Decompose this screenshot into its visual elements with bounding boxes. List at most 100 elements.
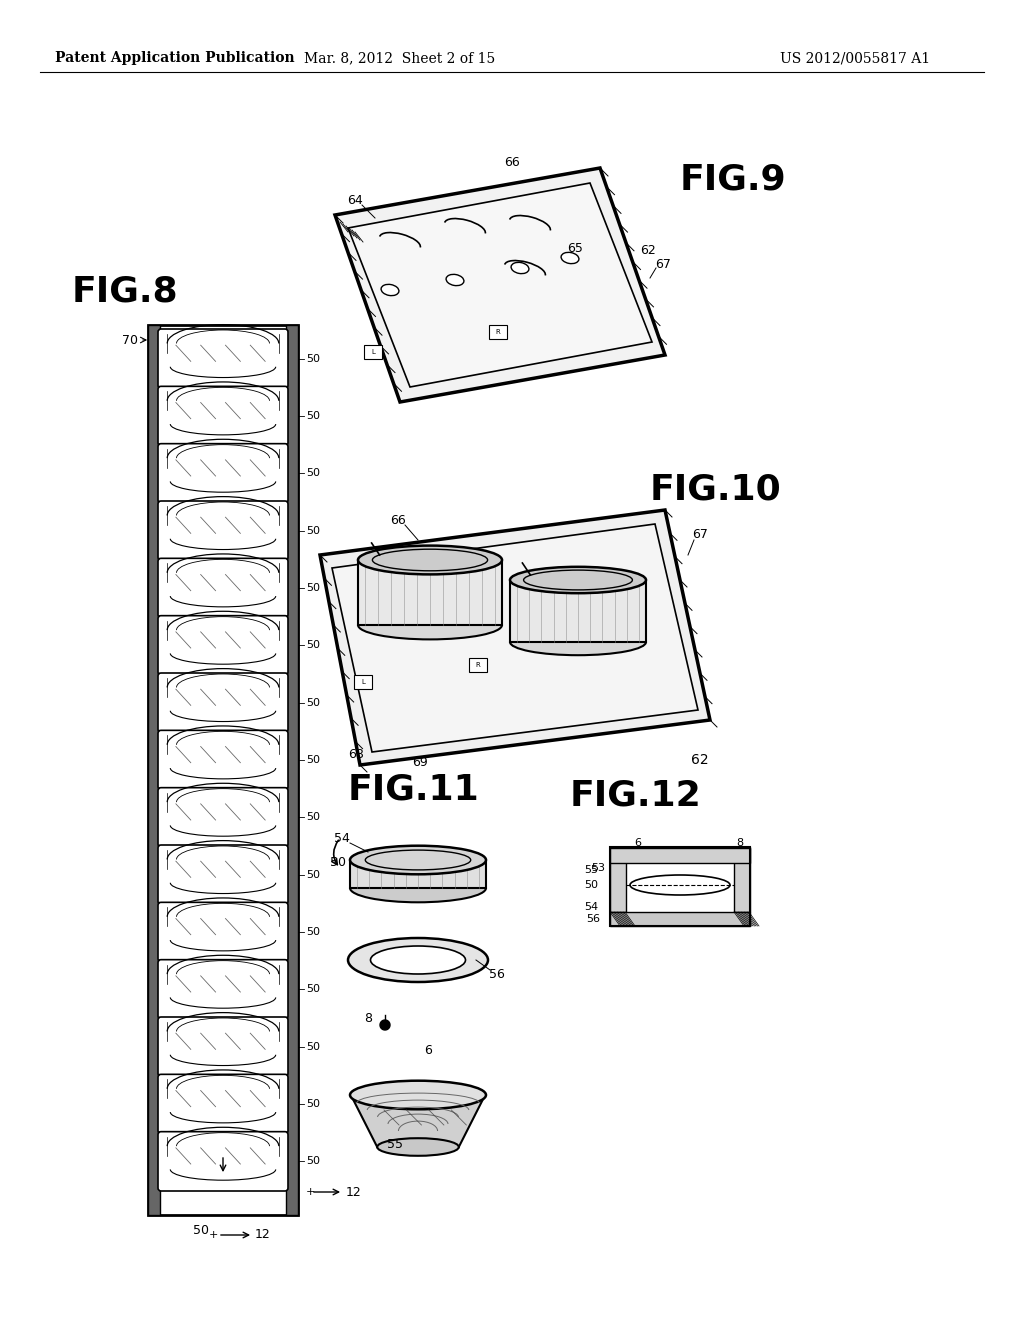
Text: 56: 56 — [586, 913, 600, 924]
Bar — [286, 325, 298, 1214]
Ellipse shape — [350, 874, 486, 903]
FancyBboxPatch shape — [158, 730, 288, 789]
Text: 50: 50 — [306, 927, 319, 937]
FancyBboxPatch shape — [158, 845, 288, 904]
FancyBboxPatch shape — [158, 1016, 288, 1076]
Ellipse shape — [348, 939, 488, 982]
Text: R: R — [496, 329, 501, 335]
Text: 50: 50 — [306, 640, 319, 651]
Text: FIG.9: FIG.9 — [680, 162, 786, 197]
Polygon shape — [358, 560, 502, 624]
Text: +: + — [208, 1230, 218, 1239]
FancyBboxPatch shape — [489, 325, 507, 339]
FancyBboxPatch shape — [158, 615, 288, 675]
Text: 50: 50 — [306, 1041, 319, 1052]
Bar — [148, 325, 298, 1214]
Text: 50: 50 — [306, 812, 319, 822]
Text: 66: 66 — [390, 513, 406, 527]
Text: FIG.11: FIG.11 — [348, 774, 480, 807]
Text: 50: 50 — [306, 354, 319, 364]
FancyBboxPatch shape — [158, 387, 288, 446]
Bar — [610, 847, 750, 863]
Text: 55: 55 — [584, 865, 598, 875]
Text: US 2012/0055817 A1: US 2012/0055817 A1 — [780, 51, 930, 65]
Text: 54: 54 — [584, 902, 598, 912]
Ellipse shape — [350, 846, 486, 874]
Text: FIG.8: FIG.8 — [72, 275, 178, 309]
FancyBboxPatch shape — [469, 657, 487, 672]
Text: L: L — [361, 678, 365, 685]
Text: 50: 50 — [306, 870, 319, 879]
Ellipse shape — [561, 252, 579, 264]
Polygon shape — [510, 579, 646, 642]
FancyBboxPatch shape — [158, 502, 288, 560]
Ellipse shape — [350, 1081, 486, 1109]
Polygon shape — [319, 510, 710, 766]
FancyBboxPatch shape — [158, 444, 288, 503]
Ellipse shape — [381, 284, 399, 296]
Ellipse shape — [377, 1138, 459, 1156]
Text: 67: 67 — [692, 528, 708, 541]
Text: 50: 50 — [306, 469, 319, 478]
Text: 8: 8 — [736, 838, 743, 847]
Text: 69: 69 — [412, 755, 428, 768]
FancyBboxPatch shape — [158, 903, 288, 962]
Ellipse shape — [630, 875, 730, 895]
Text: 65: 65 — [567, 242, 583, 255]
Ellipse shape — [446, 275, 464, 285]
Ellipse shape — [358, 545, 502, 574]
Text: 50: 50 — [306, 411, 319, 421]
Text: 50: 50 — [193, 1224, 209, 1237]
Text: 54: 54 — [334, 832, 350, 845]
Ellipse shape — [511, 263, 529, 273]
Text: 50: 50 — [306, 698, 319, 708]
Ellipse shape — [358, 611, 502, 639]
Text: 66: 66 — [504, 157, 520, 169]
Polygon shape — [332, 524, 698, 752]
FancyBboxPatch shape — [158, 673, 288, 733]
FancyBboxPatch shape — [158, 1131, 288, 1191]
Text: 62: 62 — [640, 243, 656, 256]
Polygon shape — [335, 168, 665, 403]
Bar — [610, 847, 626, 912]
Bar — [148, 325, 160, 1214]
Polygon shape — [353, 1100, 482, 1147]
Text: 8: 8 — [364, 1011, 372, 1024]
FancyBboxPatch shape — [158, 329, 288, 388]
Text: 50: 50 — [306, 1156, 319, 1167]
Text: 55: 55 — [387, 1138, 403, 1151]
FancyBboxPatch shape — [158, 788, 288, 847]
Text: FIG.10: FIG.10 — [650, 473, 781, 507]
FancyBboxPatch shape — [364, 345, 382, 359]
Text: Patent Application Publication: Patent Application Publication — [55, 51, 295, 65]
Text: 50: 50 — [306, 525, 319, 536]
Text: Mar. 8, 2012  Sheet 2 of 15: Mar. 8, 2012 Sheet 2 of 15 — [304, 51, 496, 65]
Polygon shape — [380, 1020, 390, 1030]
Text: 6: 6 — [424, 1044, 432, 1056]
Bar — [734, 847, 750, 912]
Text: 62: 62 — [691, 752, 709, 767]
Text: 12: 12 — [346, 1185, 361, 1199]
Text: 68: 68 — [348, 748, 364, 762]
Ellipse shape — [510, 628, 646, 655]
Text: 6: 6 — [635, 838, 641, 847]
FancyBboxPatch shape — [158, 1074, 288, 1134]
Text: 70: 70 — [122, 334, 138, 346]
Text: 50: 50 — [306, 755, 319, 766]
Polygon shape — [348, 183, 652, 387]
Text: 50: 50 — [584, 880, 598, 890]
Text: 53: 53 — [591, 863, 605, 873]
Polygon shape — [350, 861, 486, 888]
Text: L: L — [371, 348, 375, 355]
FancyBboxPatch shape — [354, 675, 372, 689]
Text: FIG.12: FIG.12 — [570, 777, 701, 812]
Text: R: R — [475, 663, 480, 668]
Text: 50: 50 — [306, 1100, 319, 1109]
Ellipse shape — [510, 566, 646, 593]
Text: 12: 12 — [255, 1229, 270, 1242]
Text: +: + — [306, 1187, 315, 1197]
Bar — [610, 847, 750, 927]
Text: 56: 56 — [489, 969, 505, 982]
FancyBboxPatch shape — [158, 558, 288, 618]
Ellipse shape — [371, 946, 466, 974]
